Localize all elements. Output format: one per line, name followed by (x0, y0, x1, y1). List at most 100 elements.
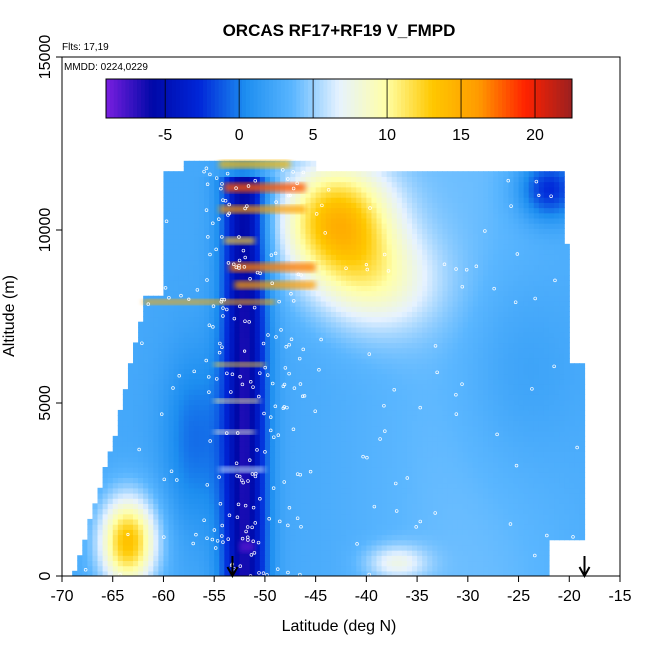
heatmap-cell (300, 332, 307, 338)
heatmap-cell (305, 311, 312, 318)
heatmap-cell (209, 409, 215, 416)
heatmap-cell (310, 399, 317, 406)
heatmap-cell (188, 524, 195, 530)
heatmap-cell (442, 337, 449, 344)
heatmap-cell (401, 451, 408, 458)
heatmap-cell (305, 446, 312, 453)
heatmap-cell (214, 529, 220, 536)
heatmap-cell (579, 492, 586, 499)
heatmap-cell (178, 430, 185, 437)
heatmap-cell (138, 544, 144, 551)
heatmap-cell (290, 467, 296, 473)
heatmap-cell (432, 420, 438, 427)
heatmap-cell (564, 311, 570, 318)
heatmap-cell (508, 508, 515, 515)
heatmap-cell (533, 326, 540, 333)
heatmap-cell (503, 544, 509, 551)
heatmap-cell (391, 420, 398, 427)
heatmap-cell (280, 430, 286, 437)
heatmap-cell (477, 306, 484, 312)
heatmap-cell (381, 295, 388, 302)
heatmap-cell (538, 420, 545, 427)
heatmap-cell (127, 467, 134, 473)
heatmap-cell (346, 467, 352, 473)
heatmap-cell (472, 399, 479, 406)
heatmap-cell (412, 529, 418, 536)
heatmap-cell (376, 472, 383, 478)
heatmap-cell (133, 441, 139, 447)
heatmap-cell (386, 518, 393, 525)
heatmap-cell (244, 560, 251, 567)
heatmap-cell (87, 555, 94, 562)
heatmap-cell (138, 467, 144, 473)
heatmap-cell (244, 555, 251, 562)
heatmap-cell (285, 420, 291, 427)
heatmap-cell (259, 358, 266, 364)
heatmap-cell (457, 539, 464, 546)
heatmap-cell (432, 539, 438, 546)
heatmap-cell (559, 503, 565, 510)
heatmap-cell (467, 311, 474, 318)
heatmap-cell (209, 524, 215, 530)
heatmap-cell (295, 321, 302, 328)
heatmap-cell (280, 487, 286, 494)
heatmap-cell (488, 337, 494, 344)
heatmap-cell (569, 451, 575, 458)
heatmap-cell (477, 389, 484, 395)
heatmap-cell (107, 565, 114, 572)
heatmap-cell (554, 347, 560, 354)
heatmap-cell (452, 456, 459, 463)
heatmap-cell (259, 368, 266, 375)
heatmap-cell (472, 295, 479, 302)
heatmap-cell (554, 404, 560, 411)
heatmap-cell (488, 383, 494, 390)
heatmap-cell (330, 570, 337, 576)
heatmap-cell (264, 337, 271, 344)
heatmap-cell (133, 503, 139, 510)
heatmap-cell (412, 368, 418, 375)
heatmap-cell (417, 492, 423, 499)
heatmap-cell (427, 415, 433, 421)
heatmap-cell (244, 326, 251, 333)
heatmap-cell (158, 472, 165, 478)
heatmap-cell (381, 378, 388, 385)
heatmap-cell (457, 451, 464, 458)
heatmap-cell (214, 290, 220, 297)
heatmap-cell (229, 373, 236, 380)
heatmap-cell (148, 399, 154, 406)
heatmap-cell (356, 435, 362, 442)
heatmap-cell (528, 539, 535, 546)
heatmap-cell (224, 539, 230, 546)
heatmap-cell (538, 383, 545, 390)
heatmap-cell (386, 503, 393, 510)
heatmap-cell (178, 389, 185, 395)
heatmap-cell (356, 555, 362, 562)
heatmap-cell (396, 316, 403, 323)
heatmap-cell (346, 498, 352, 504)
heatmap-cell (335, 461, 342, 468)
heatmap-cell (259, 337, 266, 344)
heatmap-cell (386, 456, 393, 463)
heatmap-cell (361, 570, 367, 576)
heatmap-cell (330, 290, 337, 297)
heatmap-cell (285, 383, 291, 390)
heatmap-cell (569, 435, 575, 442)
heatmap-cell (493, 518, 499, 525)
heatmap-cell (193, 529, 200, 536)
heatmap-cell (325, 306, 332, 312)
heatmap-cell (371, 373, 378, 380)
heatmap-cell (127, 503, 134, 510)
heatmap-cell (548, 399, 555, 406)
heatmap-cell (457, 477, 464, 484)
heatmap-cell (346, 560, 352, 567)
heatmap-cell (335, 441, 342, 447)
heatmap-cell (422, 300, 428, 307)
heatmap-cell (477, 565, 484, 572)
heatmap-cell (239, 555, 246, 562)
heatmap-cell (417, 409, 423, 416)
heatmap-cell (143, 347, 149, 354)
heatmap-cell (300, 570, 307, 576)
heatmap-cell (548, 524, 555, 530)
heatmap-cell (371, 368, 378, 375)
heatmap-cell (452, 404, 459, 411)
